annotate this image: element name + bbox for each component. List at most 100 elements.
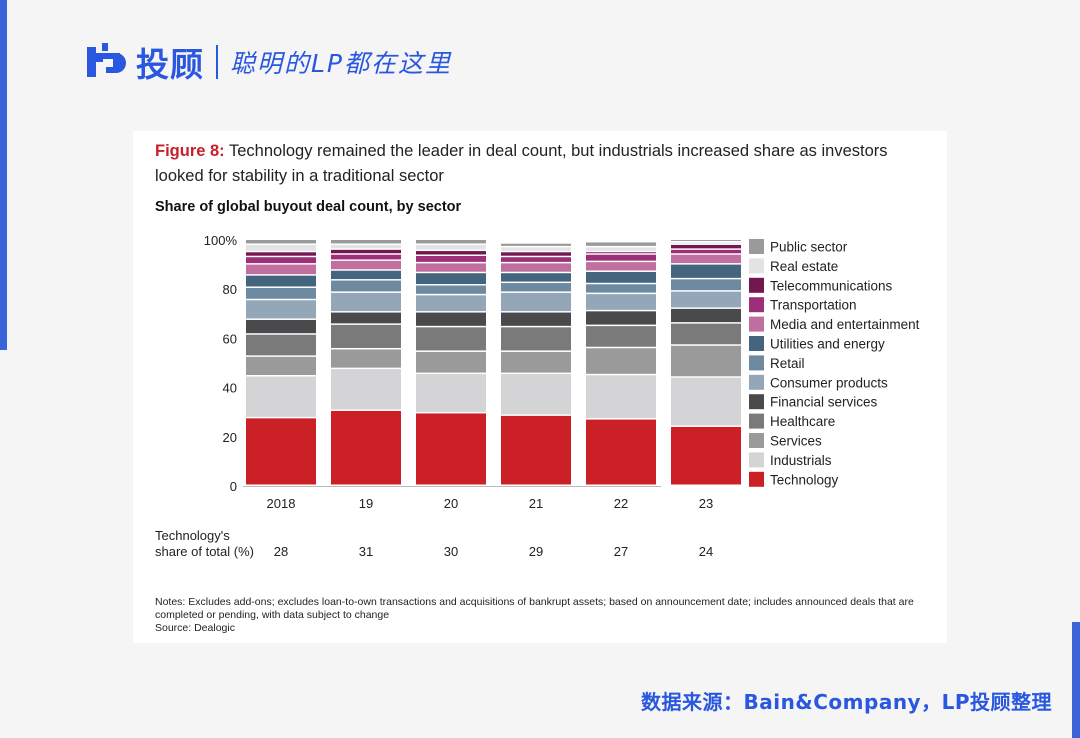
bar-segment-retail <box>331 280 401 292</box>
legend-swatch <box>749 258 764 274</box>
x-tick-label: 21 <box>529 496 543 511</box>
bar-segment-real-estate <box>246 244 316 251</box>
bar-segment-technology <box>416 413 486 485</box>
bar-segment-healthcare <box>671 323 741 345</box>
bar-segment-industrials <box>586 375 656 419</box>
legend-label: Telecommunications <box>770 278 893 293</box>
legend-label: Technology <box>770 472 839 487</box>
x-tick-label: 2018 <box>267 496 296 511</box>
legend-swatch <box>749 394 764 410</box>
bar-segment-healthcare <box>501 327 571 351</box>
legend-label: Retail <box>770 356 805 371</box>
bar-segment-services <box>246 356 316 376</box>
bar-segment-services <box>331 349 401 368</box>
y-tick-label: 20 <box>223 430 237 445</box>
bar-segment-telecommunications <box>416 251 486 255</box>
legend-swatch <box>749 277 764 293</box>
x-tick-label: 22 <box>614 496 628 511</box>
bar-segment-consumer-products <box>586 294 656 310</box>
x-tick-label: 19 <box>359 496 373 511</box>
bar-segment-services <box>671 345 741 377</box>
brand-header: 投顾 聪明的LP都在这里 <box>84 38 452 86</box>
bar-segment-industrials <box>501 374 571 415</box>
y-tick-label: 100% <box>204 233 238 248</box>
bar-segment-utilities-and-energy <box>586 271 656 283</box>
bar-segment-retail <box>501 283 571 292</box>
legend-swatch <box>749 297 764 313</box>
y-tick-label: 0 <box>230 479 237 494</box>
chart-subtitle: Share of global buyout deal count, by se… <box>155 199 462 215</box>
bar-segment-financial-services <box>331 312 401 324</box>
bar-segment-transportation <box>246 257 316 264</box>
tech-share-value: 31 <box>358 544 374 559</box>
bar-segment-telecommunications <box>331 249 401 254</box>
bar-segment-consumer-products <box>331 292 401 312</box>
brand-logo-icon <box>87 43 126 77</box>
bar-segment-services <box>416 351 486 373</box>
bar-segment-retail <box>246 287 316 299</box>
bar-segment-media-and-entertainment <box>416 263 486 272</box>
left-accent-bar <box>0 0 7 350</box>
bar-segment-telecommunications <box>586 252 656 254</box>
legend-label: Services <box>770 434 822 449</box>
legend-swatch <box>749 336 764 351</box>
bar-segment-public-sector <box>246 240 316 244</box>
legend-swatch <box>749 355 764 371</box>
legend-label: Real estate <box>770 259 838 274</box>
bar-segment-real-estate <box>586 247 656 251</box>
bar-segment-financial-services <box>586 311 656 325</box>
bar-segment-utilities-and-energy <box>331 270 401 280</box>
y-tick-label: 60 <box>223 331 237 346</box>
legend-swatch <box>749 239 764 254</box>
bar-segment-transportation <box>501 257 571 262</box>
bar-segment-public-sector <box>586 242 656 246</box>
bar-segment-utilities-and-energy <box>501 273 571 282</box>
bar-segment-industrials <box>671 377 741 426</box>
tech-share-value: 30 <box>443 544 459 559</box>
bar-segment-technology <box>501 415 571 485</box>
bar-segment-services <box>586 348 656 374</box>
bar-segment-utilities-and-energy <box>416 273 486 285</box>
legend-label: Public sector <box>770 240 848 255</box>
tech-share-value: 28 <box>273 544 289 559</box>
bar-segment-consumer-products <box>416 295 486 312</box>
bar-segment-utilities-and-energy <box>246 275 316 287</box>
legend-swatch <box>749 471 764 487</box>
legend-swatch <box>749 374 764 390</box>
bar-segment-transportation <box>416 255 486 262</box>
tech-share-value: 29 <box>528 544 544 559</box>
bar-segment-public-sector <box>501 243 571 246</box>
legend-label: Utilities and energy <box>770 337 885 352</box>
bar-segment-healthcare <box>586 326 656 347</box>
bar-segment-real-estate <box>331 244 401 249</box>
legend-swatch <box>749 452 764 468</box>
bar-segment-technology <box>671 426 741 485</box>
legend-label: Healthcare <box>770 414 835 429</box>
bar-segment-public-sector <box>331 240 401 244</box>
bar-segment-consumer-products <box>501 292 571 312</box>
bar-segment-media-and-entertainment <box>331 260 401 270</box>
bar-segment-utilities-and-energy <box>671 264 741 278</box>
right-accent-bar <box>1072 622 1080 738</box>
bar-segment-industrials <box>331 369 401 410</box>
stacked-bar-chart: 0 20 40 60 80 100% 2018 19 20 21 22 23 Public sector… <box>204 233 920 511</box>
bar-segment-technology <box>586 419 656 485</box>
chart-notes: Notes: Excludes add-ons; excludes loan-t… <box>155 596 925 635</box>
legend-label: Consumer products <box>770 375 888 390</box>
notes-text: Notes: Excludes add-ons; excludes loan-t… <box>155 596 914 621</box>
legend-label: Media and entertainment <box>770 317 920 332</box>
bar-segment-public-sector <box>416 240 486 244</box>
legend-label: Transportation <box>770 298 857 313</box>
y-tick-label: 80 <box>223 282 237 297</box>
bar-segment-retail <box>671 279 741 291</box>
bar-segment-consumer-products <box>246 300 316 319</box>
bar-segment-healthcare <box>416 327 486 351</box>
tech-share-value: 24 <box>698 544 714 559</box>
bar-segment-transportation <box>331 254 401 260</box>
bar-segment-healthcare <box>331 324 401 348</box>
bar-segment-financial-services <box>246 319 316 334</box>
bar-segment-financial-services <box>671 308 741 323</box>
bar-segment-media-and-entertainment <box>246 264 316 275</box>
x-tick-label: 23 <box>699 496 713 511</box>
bar-segment-industrials <box>246 376 316 417</box>
